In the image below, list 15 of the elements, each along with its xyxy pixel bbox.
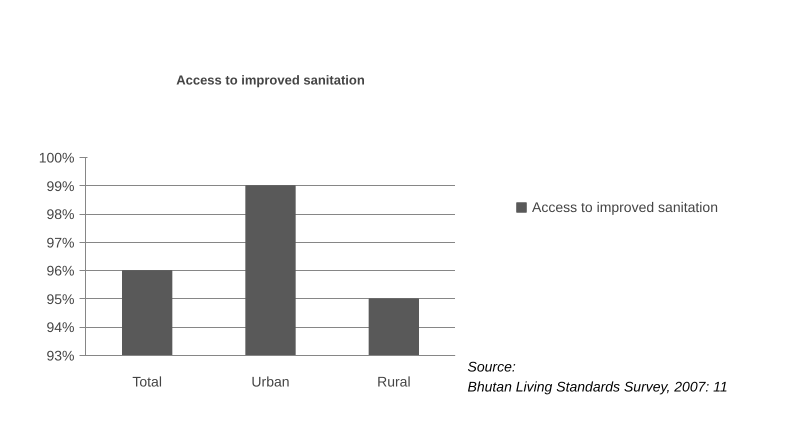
y-tick-label: 94%	[46, 319, 75, 336]
y-tick-label: 97%	[46, 234, 75, 250]
text: Bhutan Living Standards Survey, 2007: 11	[468, 378, 728, 394]
y-tick-label: 99%	[46, 178, 75, 194]
legend-label: Access to improved sanitation	[532, 199, 718, 215]
y-tick-label: 93%	[46, 348, 75, 364]
y-tick-label: 96%	[46, 262, 75, 279]
x-tick-label: Rural	[377, 374, 411, 390]
y-tick-label: 98%	[46, 206, 75, 222]
chart-title: Access to improved sanitation	[176, 72, 365, 88]
x-tick-label: Total	[132, 374, 162, 390]
x-tick-label: Urban	[251, 374, 290, 390]
y-tick-label: 100%	[38, 150, 75, 166]
source-note: Source:	[468, 358, 516, 374]
y-tick-label: 95%	[46, 290, 75, 307]
